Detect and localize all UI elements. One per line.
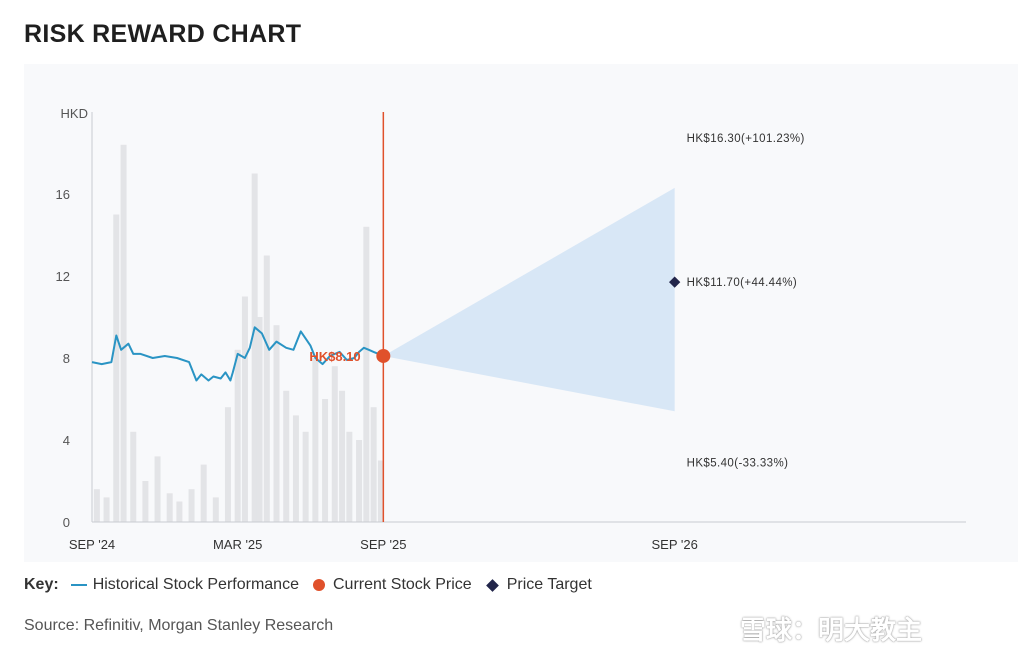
dot-swatch-icon <box>312 579 325 591</box>
price-line-layer <box>91 112 385 522</box>
volume-bar <box>188 489 195 522</box>
scenario-annotation: HK$5.40(-33.33%) <box>687 457 789 469</box>
volume-bar <box>120 144 127 523</box>
price-target-diamond <box>669 276 681 288</box>
legend-item-target: Price Target <box>485 576 592 594</box>
diamond-swatch-icon <box>485 578 499 592</box>
y-tick-label: 12 <box>56 269 70 284</box>
y-tick-label: 16 <box>56 187 70 202</box>
volume-bar <box>154 456 161 522</box>
marks: HK$8.10 HK$16.30(+101.23%) HK$11.70(+44.44… <box>309 133 804 469</box>
volume-bar <box>251 173 258 522</box>
risk-reward-chart: HKD 0 4 8 12 16 SEP '24 MAR '25 SEP '25 SEP '26 H… <box>56 106 966 552</box>
volume-bar <box>256 317 263 522</box>
watermark: 雪球：明大教主 <box>740 615 923 645</box>
legend-label-target: Price Target <box>506 576 592 593</box>
volume-bar <box>200 464 207 522</box>
source-note: Source: Refinitiv, Morgan Stanley Resear… <box>24 617 334 634</box>
legend-label-current: Current Stock Price <box>332 576 472 593</box>
volume-bar <box>312 358 319 522</box>
y-tick-label: 4 <box>63 433 70 448</box>
volume-bar <box>263 255 270 522</box>
volume-bar <box>142 481 149 522</box>
volume-bar <box>356 440 363 522</box>
scenario-annotation: HK$11.70(+44.44%) <box>687 277 797 289</box>
x-tick-label: SEP '24 <box>69 537 115 552</box>
volume-bar <box>103 497 110 522</box>
y-axis-unit: HKD <box>61 106 88 121</box>
projection-area <box>383 187 675 412</box>
legend-item-historical: Historical Stock Performance <box>70 576 299 594</box>
volume-bar <box>370 407 377 522</box>
volume-bar <box>377 460 384 522</box>
volume-bar <box>322 399 329 522</box>
volume-bar <box>212 497 219 522</box>
volume-bar <box>346 431 353 522</box>
volume-bar <box>241 296 248 522</box>
volume-bar <box>166 493 173 522</box>
volume-bar <box>339 390 346 522</box>
y-tick-label: 0 <box>63 515 70 530</box>
projection-cone <box>383 187 675 412</box>
volume-bars <box>93 144 384 523</box>
axes: HKD 0 4 8 12 16 SEP '24 MAR '25 SEP '25 SEP '26 <box>56 106 966 552</box>
line-swatch-icon <box>70 584 87 586</box>
y-tick-label: 8 <box>63 351 70 366</box>
volume-bar <box>224 407 231 522</box>
current-price-dot <box>376 348 391 363</box>
legend-key-label: Key: <box>24 576 59 593</box>
volume-bar <box>363 226 370 523</box>
volume-bar <box>283 390 290 522</box>
chart-title: RISK REWARD CHART <box>24 20 302 48</box>
legend-label-historical: Historical Stock Performance <box>92 576 299 593</box>
x-tick-label: MAR '25 <box>213 537 262 552</box>
x-tick-label: SEP '26 <box>651 537 697 552</box>
volume-bar <box>331 366 338 522</box>
volume-bar <box>234 349 241 522</box>
volume-bar <box>302 431 309 522</box>
scenario-annotation: HK$16.30(+101.23%) <box>687 133 805 145</box>
volume-bar <box>273 325 280 522</box>
volume-bar <box>113 214 120 522</box>
volume-bar <box>130 431 137 522</box>
x-tick-label: SEP '25 <box>360 537 406 552</box>
volume-bar <box>292 415 299 522</box>
legend-item-current: Current Stock Price <box>312 576 472 594</box>
legend: Key: Historical Stock Performance Curren… <box>24 576 606 594</box>
historical-price-line <box>91 326 384 382</box>
volume-bar <box>93 489 100 522</box>
current-price-label: HK$8.10 <box>309 349 360 364</box>
volume-bar <box>176 501 183 522</box>
